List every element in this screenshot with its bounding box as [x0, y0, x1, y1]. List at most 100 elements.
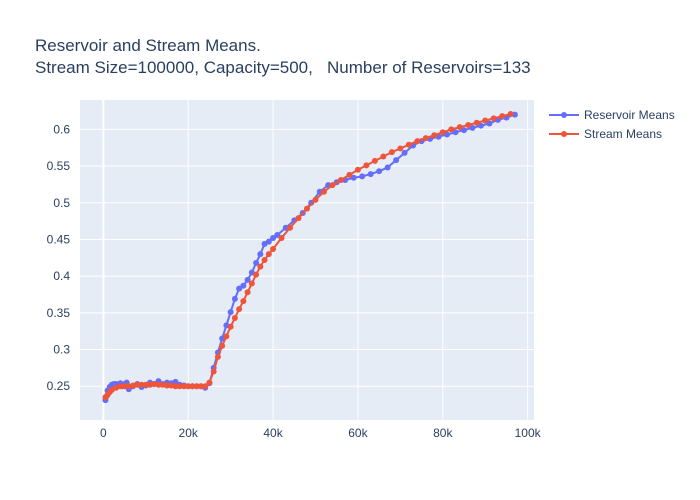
stream-means-point	[312, 196, 319, 203]
stream-means-point	[206, 379, 213, 386]
stream-means-point	[219, 342, 226, 349]
reservoir-means-point	[469, 124, 476, 131]
x-tick-label: 0	[100, 426, 107, 440]
y-tick-label: 0.35	[47, 306, 71, 320]
stream-means-point	[155, 381, 162, 388]
reservoir-means-point	[384, 164, 391, 171]
stream-means-point	[210, 368, 217, 375]
stream-means-point	[231, 314, 238, 321]
stream-means-point	[270, 245, 277, 252]
stream-means-point	[499, 113, 506, 120]
stream-means-point	[295, 215, 302, 222]
reservoir-means-point	[452, 129, 459, 136]
stream-means-point	[465, 121, 472, 128]
stream-means-point	[172, 383, 179, 390]
stream-means-point	[134, 381, 141, 388]
stream-means-point	[363, 162, 370, 169]
stream-means-point	[202, 383, 209, 390]
stream-means-point	[248, 280, 255, 287]
x-tick-label: 100k	[515, 426, 542, 440]
reservoir-means-point	[486, 120, 493, 127]
stream-means-point	[507, 110, 514, 117]
stream-means-point	[180, 383, 187, 390]
stream-means-point	[193, 383, 200, 390]
x-tick-label: 80k	[433, 426, 453, 440]
legend[interactable]: Reservoir Means Stream Means	[549, 108, 675, 141]
stream-means-point	[138, 381, 145, 388]
reservoir-means-point	[477, 122, 484, 129]
reservoir-means-point	[359, 173, 366, 180]
reservoir-means-point	[236, 285, 243, 292]
stream-means-point	[265, 251, 272, 258]
stream-means-point	[163, 382, 170, 389]
legend-marker	[561, 112, 567, 118]
reservoir-means-point	[282, 224, 289, 231]
y-tick-label: 0.25	[47, 379, 71, 393]
stream-means-point	[354, 166, 361, 173]
chart-subtitle: Stream Size=100000, Capacity=500, Number…	[35, 58, 531, 77]
legend-label: Reservoir Means	[584, 108, 675, 122]
y-tick-label: 0.4	[53, 269, 70, 283]
stream-means-point	[117, 383, 124, 390]
reservoir-means-point	[460, 127, 467, 134]
x-tick-label: 60k	[348, 426, 368, 440]
legend-label: Stream Means	[584, 127, 662, 141]
reservoir-means-point	[240, 282, 247, 289]
stream-means-point	[214, 353, 221, 360]
stream-means-point	[121, 383, 128, 390]
reservoir-means-point	[257, 251, 264, 258]
stream-means-point	[236, 306, 243, 313]
stream-means-point	[439, 129, 446, 136]
stream-means-point	[253, 271, 260, 278]
reservoir-means-point	[376, 168, 383, 175]
plot-area	[80, 100, 534, 420]
stream-means-point	[448, 126, 455, 133]
stream-means-point	[388, 149, 395, 156]
stream-means-point	[142, 381, 149, 388]
stream-means-point	[397, 145, 404, 152]
series-layer	[102, 110, 518, 404]
stream-means-point	[482, 117, 489, 124]
stream-means-point	[304, 205, 310, 212]
stream-means-point	[337, 177, 344, 183]
legend-marker	[561, 131, 567, 137]
x-tick-label: 40k	[263, 426, 283, 440]
legend-item-reservoir-means[interactable]: Reservoir Means	[549, 108, 675, 122]
legend-item-stream-means[interactable]: Stream Means	[549, 127, 662, 141]
y-tick-label: 0.5	[53, 196, 70, 210]
stream-means-point	[185, 383, 192, 390]
chart-title: Reservoir and Stream Means.	[35, 36, 261, 55]
x-tick-label: 20k	[179, 426, 199, 440]
stream-means-point	[287, 224, 294, 231]
stream-means-point	[176, 383, 183, 390]
stream-means-point	[240, 298, 247, 305]
stream-means-point	[456, 124, 463, 131]
y-tick-label: 0.55	[47, 159, 71, 173]
x-axis: 0 20k 40k 60k 80k 100k	[100, 426, 542, 440]
reservoir-means-point	[274, 232, 281, 239]
stream-means-point	[278, 234, 285, 241]
stream-means-point	[422, 135, 429, 142]
stream-means-point	[197, 383, 204, 390]
reservoir-means-point	[231, 295, 238, 302]
reservoir-means-point	[270, 234, 277, 241]
stream-means-point	[490, 115, 497, 122]
reservoir-means-point	[253, 259, 260, 266]
stream-means-point	[405, 141, 412, 148]
stream-means-point	[371, 157, 378, 164]
y-tick-label: 0.3	[53, 343, 70, 357]
y-tick-label: 0.6	[53, 122, 70, 136]
stream-means-point	[223, 333, 230, 340]
stream-means-point	[244, 289, 251, 296]
stream-means-point	[431, 132, 438, 139]
reservoir-means-point	[172, 378, 179, 385]
stream-means-point	[320, 188, 327, 195]
stream-means-point	[414, 138, 421, 145]
y-tick-label: 0.45	[47, 232, 71, 246]
y-axis: 0.25 0.3 0.35 0.4 0.45 0.5 0.55 0.6	[47, 122, 71, 393]
reservoir-means-point	[367, 171, 374, 178]
reservoir-means-point	[244, 276, 251, 283]
stream-means-point	[329, 182, 336, 189]
stream-means-point	[257, 263, 264, 270]
